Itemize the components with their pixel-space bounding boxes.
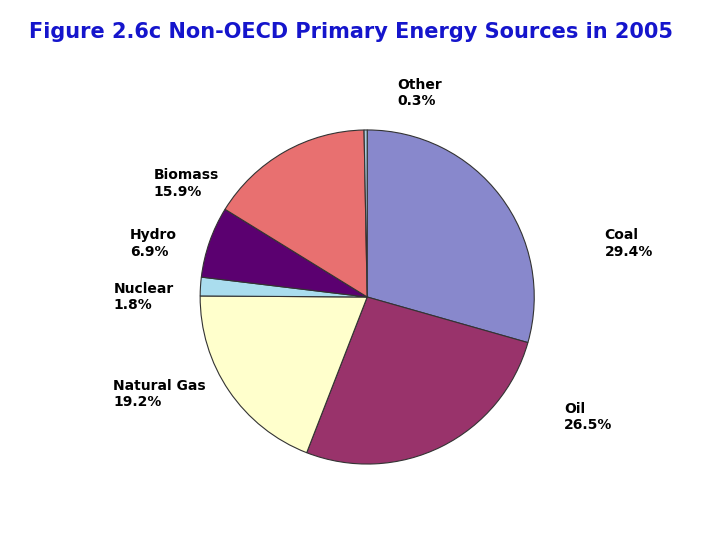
Wedge shape: [364, 130, 367, 297]
Text: Natural Gas
19.2%: Natural Gas 19.2%: [113, 379, 206, 409]
Wedge shape: [367, 130, 534, 342]
Wedge shape: [225, 130, 367, 297]
Text: Hydro
6.9%: Hydro 6.9%: [130, 228, 177, 259]
Text: Coal
29.4%: Coal 29.4%: [604, 228, 653, 259]
Wedge shape: [200, 296, 367, 453]
Wedge shape: [200, 277, 367, 297]
Text: Oil
26.5%: Oil 26.5%: [564, 402, 613, 433]
Wedge shape: [202, 210, 367, 297]
Text: Nuclear
1.8%: Nuclear 1.8%: [113, 282, 174, 312]
Text: Figure 2.6c Non-OECD Primary Energy Sources in 2005: Figure 2.6c Non-OECD Primary Energy Sour…: [29, 22, 672, 42]
Text: Biomass
15.9%: Biomass 15.9%: [153, 168, 219, 199]
Text: Other
0.3%: Other 0.3%: [397, 78, 442, 109]
Wedge shape: [307, 297, 528, 464]
